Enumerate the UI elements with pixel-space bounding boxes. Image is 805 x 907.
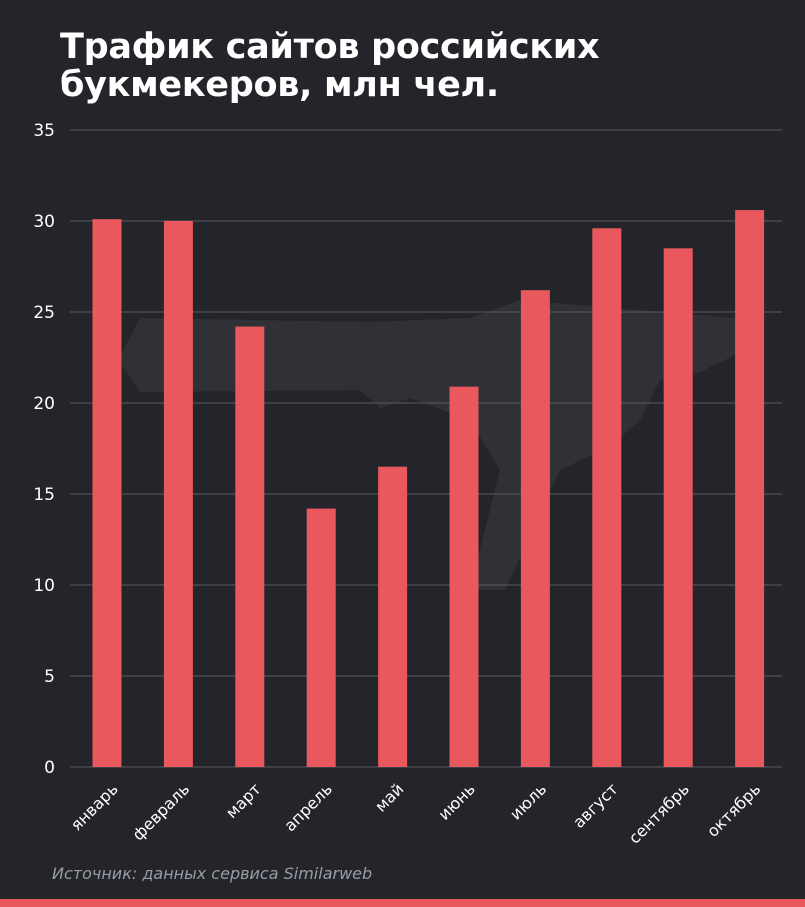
y-tick-label: 10 <box>33 576 55 596</box>
bar-март <box>235 326 265 767</box>
x-tick-label: сентябрь <box>625 779 693 847</box>
y-tick-label: 25 <box>33 303 55 323</box>
chart-title: Трафик сайтов российских букмекеров, млн… <box>60 28 760 104</box>
bar-май <box>378 466 408 767</box>
bar-январь <box>92 219 122 767</box>
watermark-rifle-icon <box>118 300 745 590</box>
bar-август <box>592 228 622 767</box>
bar-февраль <box>163 221 193 767</box>
y-tick-label: 30 <box>33 212 55 232</box>
bottom-accent-bar <box>0 899 805 907</box>
x-tick-label: август <box>569 779 621 831</box>
x-tick-label: май <box>371 779 407 815</box>
x-tick-label: апрель <box>280 779 336 835</box>
chart-title-line-2: букмекеров, млн чел. <box>60 65 499 105</box>
y-tick-label: 20 <box>33 394 55 414</box>
x-tick-label: март <box>222 779 265 822</box>
bar-октябрь <box>735 210 765 767</box>
x-tick-label: январь <box>67 779 122 834</box>
y-tick-label: 5 <box>44 667 55 687</box>
bar-июнь <box>449 386 479 767</box>
x-tick-label: июнь <box>434 779 478 823</box>
chart-title-line-1: Трафик сайтов российских <box>60 27 600 67</box>
x-tick-label: июль <box>506 779 550 823</box>
y-tick-label: 35 <box>33 121 55 141</box>
bar-июль <box>520 290 550 767</box>
x-tick-label: октябрь <box>703 779 764 840</box>
bar-сентябрь <box>663 248 693 768</box>
x-tick-label: февраль <box>128 779 193 844</box>
y-tick-label: 15 <box>33 485 55 505</box>
source-note: Источник: данных сервиса Similarweb <box>52 864 373 883</box>
bar-апрель <box>306 508 336 767</box>
y-tick-label: 0 <box>44 758 55 778</box>
